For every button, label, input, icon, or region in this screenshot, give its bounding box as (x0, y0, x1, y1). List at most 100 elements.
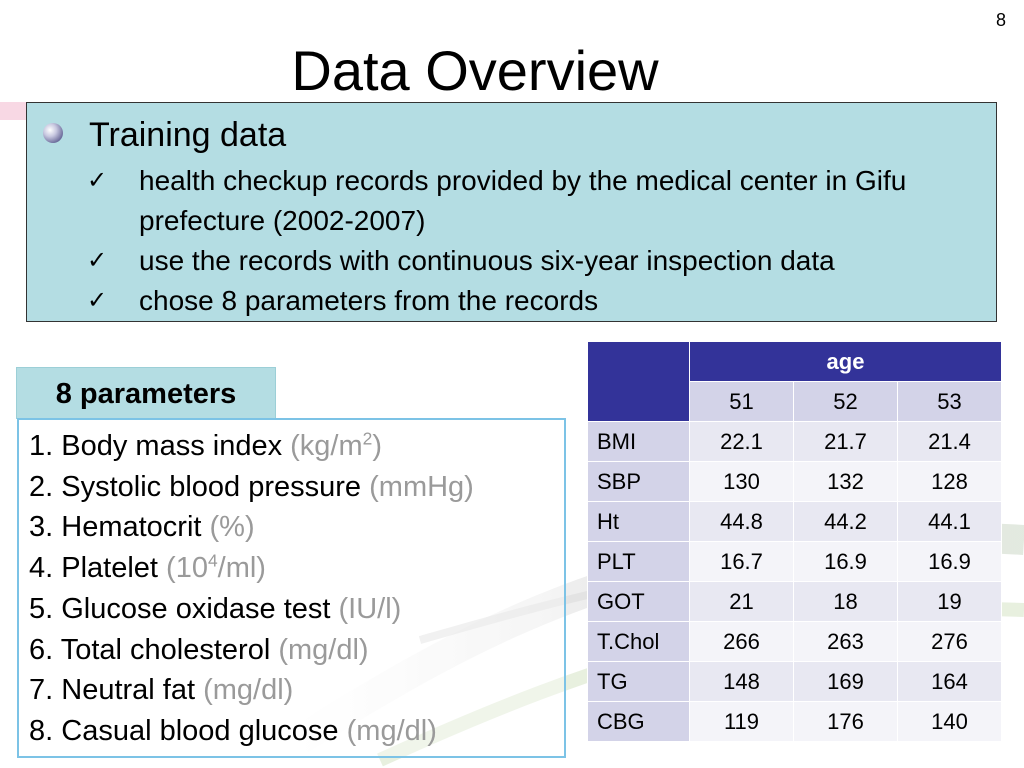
unit-suffix: ) (372, 430, 382, 462)
parameter-number: 7. (29, 674, 54, 707)
table-cell: 21.7 (793, 421, 898, 462)
table-row: SBP 130 132 128 (587, 461, 1002, 502)
age-data-table: age 51 52 53 BMI 22.1 21.7 21.4 SBP 130 132 128 Ht… (587, 341, 1002, 742)
unit-superscript: 4 (207, 550, 218, 571)
page-title: Data Overview (291, 39, 659, 102)
training-item-text: chose 8 parameters from the records (139, 285, 599, 316)
table-row: CBG 119 176 140 (587, 701, 1002, 742)
parameter-unit: (IU/l) (339, 593, 402, 625)
table-cell: 128 (897, 461, 1002, 502)
year-header-cell: 51 (689, 381, 794, 422)
training-item: ✓ chose 8 parameters from the records (87, 281, 996, 321)
training-item-text: use the records with continuous six-year… (139, 245, 835, 276)
table-body: BMI 22.1 21.7 21.4 SBP 130 132 128 Ht 44.8 44.2 44.… (587, 421, 1002, 742)
parameter-item: 7. Neutral fat (mg/dl) (29, 670, 474, 711)
table-cell: 21 (689, 581, 794, 622)
table-cell: 132 (793, 461, 898, 502)
training-heading: Training data (89, 116, 287, 154)
table-cell: 176 (793, 701, 898, 742)
table-corner-cell (587, 341, 690, 422)
parameter-number: 3. (29, 511, 54, 544)
unit-prefix: (%) (209, 511, 255, 544)
parameter-item: 4. Platelet (104/ml) (29, 548, 474, 589)
training-data-box: Training data ✓ health checkup records p… (26, 102, 997, 322)
checkmark-icon: ✓ (87, 287, 108, 314)
table-cell: 44.8 (689, 501, 794, 542)
table-cell: 22.1 (689, 421, 794, 462)
unit-prefix: (mg/dl) (278, 633, 369, 666)
table-cell: 148 (689, 661, 794, 702)
parameter-number: 6. (29, 633, 54, 666)
table-cell: 16.9 (897, 541, 1002, 582)
table-row: BMI 22.1 21.7 21.4 (587, 421, 1002, 462)
table-cell: 44.1 (897, 501, 1002, 542)
parameter-name: Platelet (61, 552, 158, 585)
parameter-name: Glucose oxidase test (61, 592, 331, 625)
parameter-unit: (kg/m2) (290, 430, 382, 462)
training-item: ✓ use the records with continuous six-ye… (87, 241, 996, 281)
unit-prefix: (mmHg) (369, 470, 474, 503)
parameter-name: Body mass index (61, 430, 283, 462)
parameters-box: 1. Body mass index (kg/m2) 2. Systolic bl… (17, 418, 566, 758)
parameter-name: Hematocrit (61, 511, 202, 544)
table-row: TG 148 169 164 (587, 661, 1002, 702)
parameter-name: Total cholesterol (60, 633, 271, 666)
row-label: Ht (587, 501, 690, 542)
parameter-unit: (mmHg) (369, 471, 474, 503)
parameter-number: 5. (29, 592, 54, 625)
training-item: ✓ health checkup records provided by the… (87, 161, 996, 241)
table-cell: 119 (689, 701, 794, 742)
parameter-number: 1. (29, 430, 54, 462)
table-cell: 164 (897, 661, 1002, 702)
unit-superscript: 2 (362, 428, 373, 449)
sphere-bullet-icon (43, 123, 63, 143)
table-row: GOT 21 18 19 (587, 581, 1002, 622)
table-cell: 276 (897, 621, 1002, 662)
page-number: 8 (995, 10, 1006, 30)
table-cell: 140 (897, 701, 1002, 742)
parameter-name: Systolic blood pressure (61, 470, 362, 503)
table-cell: 19 (897, 581, 1002, 622)
table-cell: 16.7 (689, 541, 794, 582)
parameter-item: 1. Body mass index (kg/m2) (29, 426, 474, 467)
row-label: GOT (587, 581, 690, 622)
table-row: T.Chol 266 263 276 (587, 621, 1002, 662)
pink-accent-band (0, 102, 30, 120)
parameter-name: Neutral fat (61, 674, 196, 707)
parameter-item: 6. Total cholesterol (mg/dl) (29, 630, 474, 671)
parameter-unit: (mg/dl) (278, 634, 368, 666)
row-label: BMI (587, 421, 690, 462)
parameter-unit: (mg/dl) (203, 674, 293, 706)
unit-prefix: (10 (166, 552, 208, 585)
training-item-text: health checkup records provided by the m… (139, 165, 907, 236)
unit-prefix: (kg/m (290, 430, 363, 462)
table-cell: 16.9 (793, 541, 898, 582)
checkmark-icon: ✓ (87, 247, 108, 274)
parameter-number: 2. (29, 470, 54, 503)
parameter-item: 5. Glucose oxidase test (IU/l) (29, 589, 474, 630)
table-cell: 44.2 (793, 501, 898, 542)
parameter-number: 8. (29, 714, 54, 747)
row-label: TG (587, 661, 690, 702)
unit-prefix: (mg/dl) (203, 674, 294, 707)
training-list: ✓ health checkup records provided by the… (87, 161, 996, 321)
parameter-number: 4. (29, 552, 54, 585)
parameter-name: Casual blood glucose (61, 714, 339, 747)
year-header-cell: 52 (793, 381, 898, 422)
table-row: PLT 16.7 16.9 16.9 (587, 541, 1002, 582)
row-label: PLT (587, 541, 690, 582)
table-cell: 169 (793, 661, 898, 702)
table-row: Ht 44.8 44.2 44.1 (587, 501, 1002, 542)
row-label: SBP (587, 461, 690, 502)
unit-prefix: (mg/dl) (346, 714, 437, 747)
table-cell: 263 (793, 621, 898, 662)
table-cell: 21.4 (897, 421, 1002, 462)
row-label: CBG (587, 701, 690, 742)
parameter-unit: (mg/dl) (347, 715, 437, 747)
parameters-list: 1. Body mass index (kg/m2) 2. Systolic bl… (29, 426, 474, 752)
parameters-label: 8 parameters (16, 367, 276, 419)
table-cell: 266 (689, 621, 794, 662)
year-header-row: 51 52 53 (588, 381, 1002, 422)
age-header: age (689, 341, 1002, 382)
parameter-item: 3. Hematocrit (%) (29, 507, 474, 548)
